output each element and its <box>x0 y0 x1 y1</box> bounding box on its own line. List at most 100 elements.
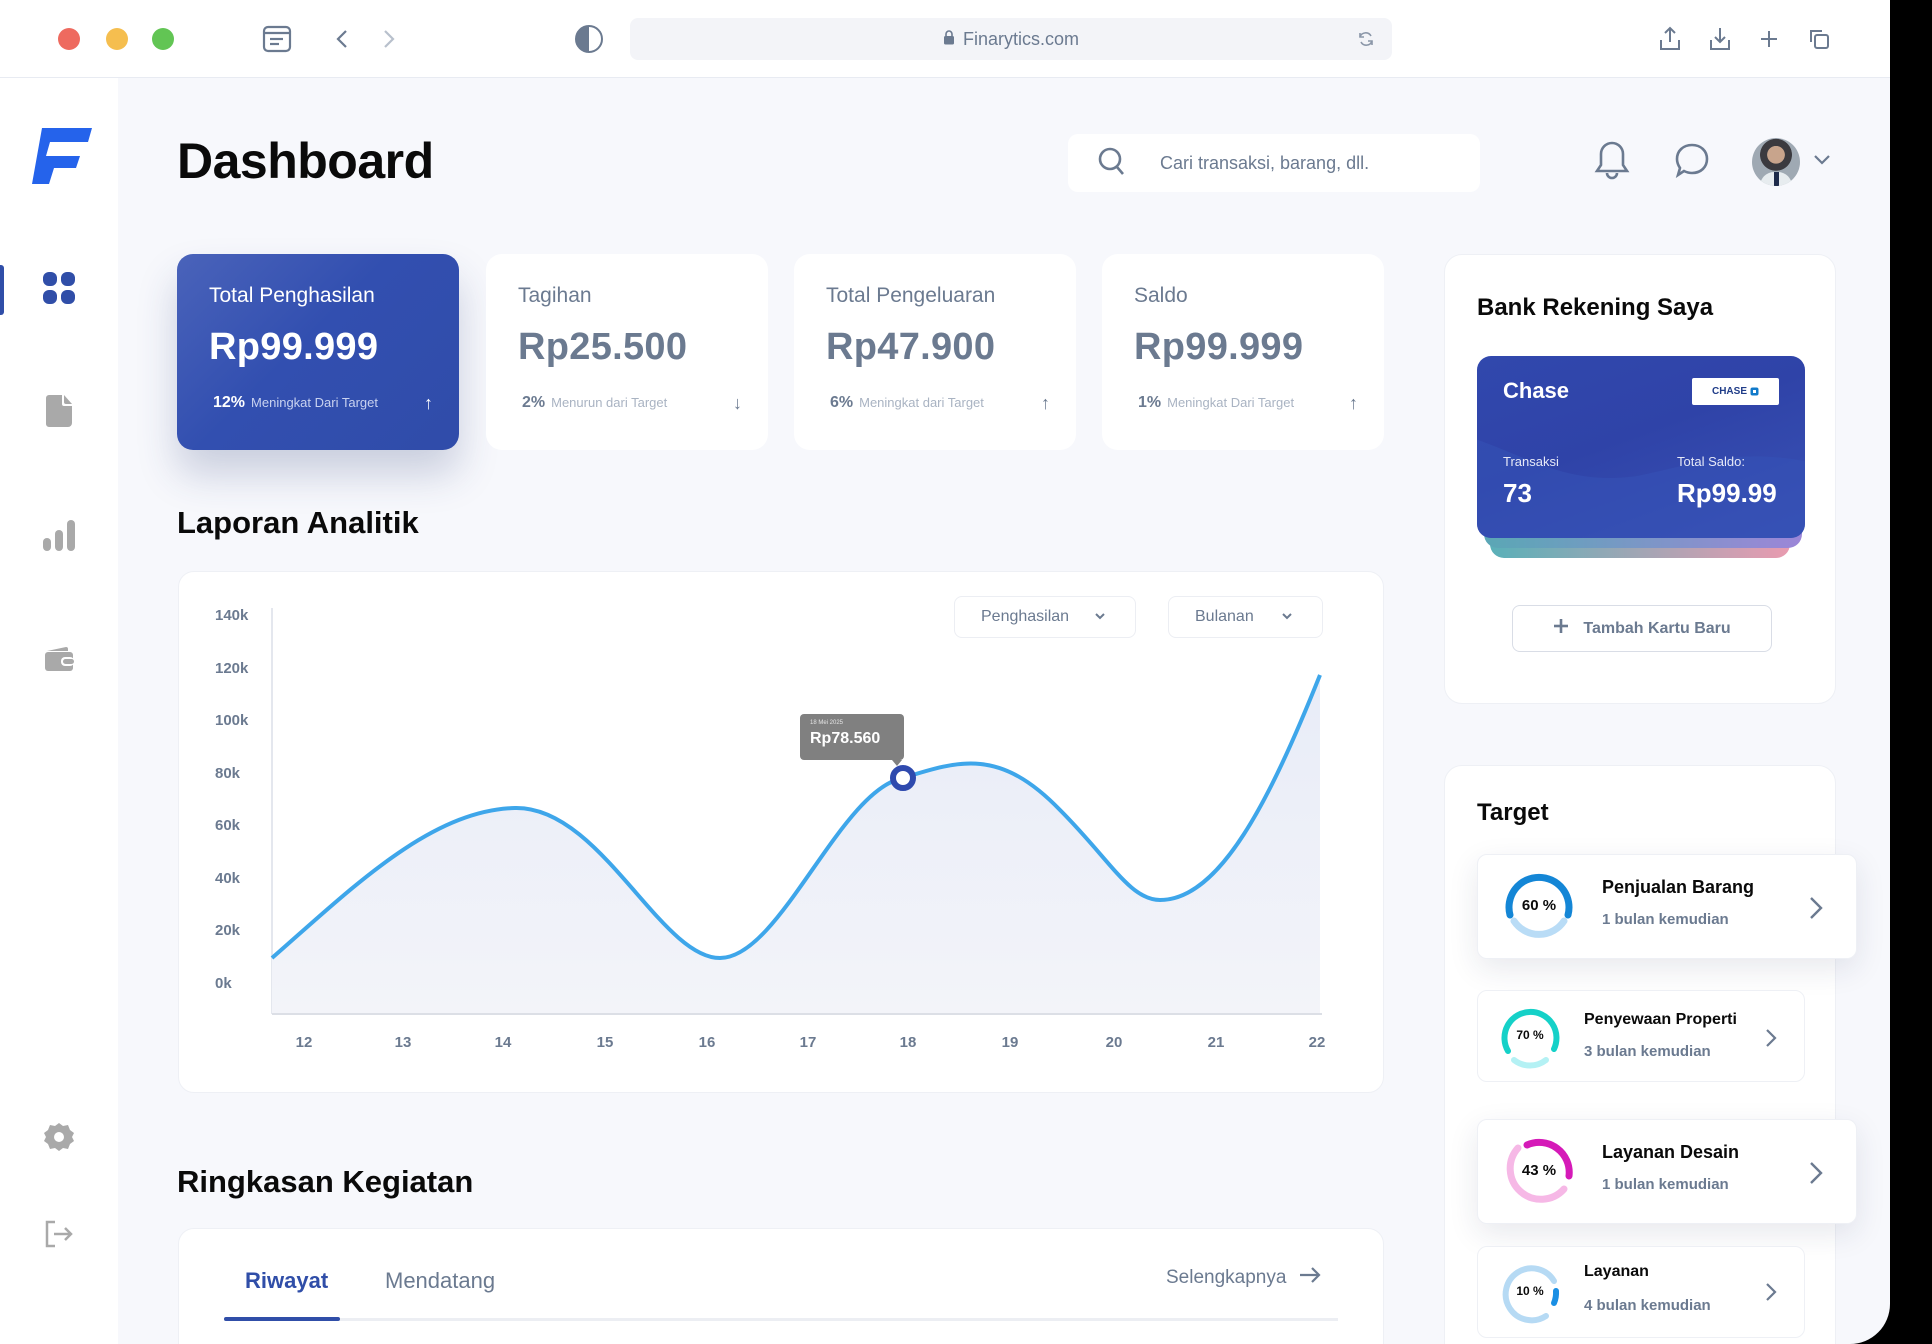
avatar[interactable] <box>1752 138 1800 186</box>
sidebar-toggle-icon[interactable] <box>260 22 294 56</box>
forward-icon[interactable] <box>375 26 401 52</box>
x-tick: 20 <box>1105 1034 1123 1051</box>
bank-card-chase[interactable]: Chase CHASE Transaksi 73 Total Saldo: Rp… <box>1477 356 1805 538</box>
chat-bubble-icon <box>1674 142 1710 183</box>
activity-card <box>178 1228 1384 1344</box>
bell-icon <box>1594 140 1630 185</box>
y-tick: 20k <box>215 922 241 939</box>
progress-percent: 10 % <box>1516 1284 1544 1298</box>
tab-riwayat[interactable]: Riwayat <box>245 1268 329 1293</box>
app-logo[interactable] <box>30 126 94 191</box>
chart-period-dropdown[interactable]: Bulanan <box>1168 596 1323 638</box>
stat-percent: 1% <box>1138 394 1162 411</box>
arrow-up-icon: ↑ <box>424 393 433 413</box>
search-input[interactable] <box>1160 152 1460 174</box>
targets-title: Target <box>1477 799 1549 826</box>
dropdown-value: Penghasilan <box>981 608 1070 625</box>
stat-percent: 12% <box>213 394 246 411</box>
stat-card-bills[interactable]: Tagihan Rp25.500 2% Menurun dari Target … <box>486 254 768 450</box>
bank-name: Chase <box>1503 378 1570 403</box>
share-icon[interactable] <box>1655 24 1685 54</box>
sidebar-item-settings[interactable] <box>0 1114 118 1164</box>
new-tab-icon[interactable] <box>1754 24 1784 54</box>
sidebar-item-analytics[interactable] <box>0 512 118 562</box>
stat-footnote: 6% Meningkat dari Target ↑ <box>830 393 1050 413</box>
url-text: Finarytics.com <box>962 28 1079 49</box>
sidebar-item-documents[interactable] <box>0 388 118 438</box>
progress-percent: 60 % <box>1521 897 1557 914</box>
bank-logo-text: CHASE <box>1711 386 1747 397</box>
stat-label: Total Penghasilan <box>209 284 375 307</box>
activity-title: Ringkasan Kegiatan <box>177 1164 474 1199</box>
target-item-layanan[interactable]: 10 % Layanan 4 bulan kemudian <box>1477 1246 1805 1338</box>
stat-card-total-expenses[interactable]: Total Pengeluaran Rp47.900 6% Meningkat … <box>794 254 1076 450</box>
maximize-window-button[interactable] <box>152 28 174 50</box>
x-tick: 17 <box>799 1034 817 1051</box>
chevron-right-icon <box>1808 895 1824 926</box>
see-more-label: Selengkapnya <box>1166 1267 1287 1288</box>
target-item-layanan-desain[interactable]: 43 % Layanan Desain 1 bulan kemudian <box>1477 1119 1857 1224</box>
sidebar-item-wallet[interactable] <box>0 636 118 686</box>
see-more-link[interactable]: Selengkapnya <box>1166 1266 1322 1290</box>
y-tick: 40k <box>215 870 241 887</box>
stat-card-balance[interactable]: Saldo Rp99.999 1% Meningkat Dari Target … <box>1102 254 1384 450</box>
chevron-down-icon <box>1280 609 1294 628</box>
close-window-button[interactable] <box>58 28 80 50</box>
grid-icon <box>42 271 76 310</box>
target-name: Layanan Desain <box>1602 1142 1740 1162</box>
notifications-button[interactable] <box>1592 140 1632 185</box>
progress-ring <box>1501 1008 1560 1069</box>
progress-ring <box>1505 873 1573 938</box>
arrow-down-icon: ↓ <box>733 393 742 413</box>
progress-ring <box>1502 1265 1560 1324</box>
address-bar[interactable]: Finarytics.com <box>630 18 1392 60</box>
lock-icon <box>943 29 955 50</box>
dropdown-value: Bulanan <box>1195 608 1254 625</box>
stat-label: Total Pengeluaran <box>826 284 996 307</box>
bank-panel-title: Bank Rekening Saya <box>1477 294 1714 321</box>
x-tick: 21 <box>1207 1034 1225 1051</box>
browser-toolbar: Finarytics.com <box>0 0 1890 78</box>
stat-label: Tagihan <box>518 284 592 307</box>
stat-card-total-income[interactable]: Total Penghasilan Rp99.999 12% Meningkat… <box>177 254 459 450</box>
plus-icon <box>1553 618 1569 639</box>
stat-value: Rp47.900 <box>826 326 996 368</box>
y-tick: 80k <box>215 765 241 782</box>
target-item-penyewaan-properti[interactable]: 70 % Penyewaan Properti 3 bulan kemudian <box>1477 990 1805 1082</box>
progress-ring <box>1506 1138 1573 1203</box>
minimize-window-button[interactable] <box>106 28 128 50</box>
theme-toggle-icon[interactable] <box>572 22 606 56</box>
bank-logo: CHASE <box>1692 378 1779 405</box>
target-item-penjualan-barang[interactable]: 60 % Penjualan Barang 1 bulan kemudian <box>1477 854 1857 959</box>
stat-footnote: 12% Meningkat Dari Target ↑ <box>213 393 433 413</box>
search-box[interactable] <box>1068 134 1480 192</box>
tab-mendatang[interactable]: Mendatang <box>385 1268 496 1293</box>
download-icon[interactable] <box>1705 24 1735 54</box>
add-card-label: Tambah Kartu Baru <box>1583 619 1731 637</box>
chevron-down-icon <box>1093 609 1107 628</box>
profile-menu-chevron-icon[interactable] <box>1812 152 1832 173</box>
stat-percent: 6% <box>830 394 854 411</box>
arrow-right-icon <box>1298 1266 1322 1290</box>
y-tick: 100k <box>215 712 249 729</box>
progress-percent: 70 % <box>1516 1028 1544 1042</box>
sidebar-item-dashboard[interactable] <box>0 265 118 315</box>
target-name: Layanan <box>1584 1263 1649 1280</box>
chart-type-dropdown[interactable]: Penghasilan <box>954 596 1136 638</box>
back-icon[interactable] <box>330 26 356 52</box>
stat-label: Saldo <box>1134 284 1188 307</box>
reload-icon[interactable] <box>1356 29 1376 54</box>
balance-label: Total Saldo: <box>1677 454 1745 469</box>
chevron-right-icon <box>1764 1027 1778 1054</box>
messages-button[interactable] <box>1672 142 1712 182</box>
stat-note: Meningkat Dari Target <box>251 395 378 410</box>
chase-octagon-icon <box>1750 387 1759 396</box>
stat-value: Rp99.999 <box>1134 326 1304 368</box>
sidebar-item-logout[interactable] <box>0 1211 118 1261</box>
wallet-icon <box>44 645 74 678</box>
x-tick: 19 <box>1001 1034 1019 1051</box>
x-tick: 22 <box>1308 1034 1326 1051</box>
tabs-overview-icon[interactable] <box>1804 24 1834 54</box>
add-card-button[interactable]: Tambah Kartu Baru <box>1512 605 1772 652</box>
stat-note: Meningkat Dari Target <box>1167 395 1295 410</box>
